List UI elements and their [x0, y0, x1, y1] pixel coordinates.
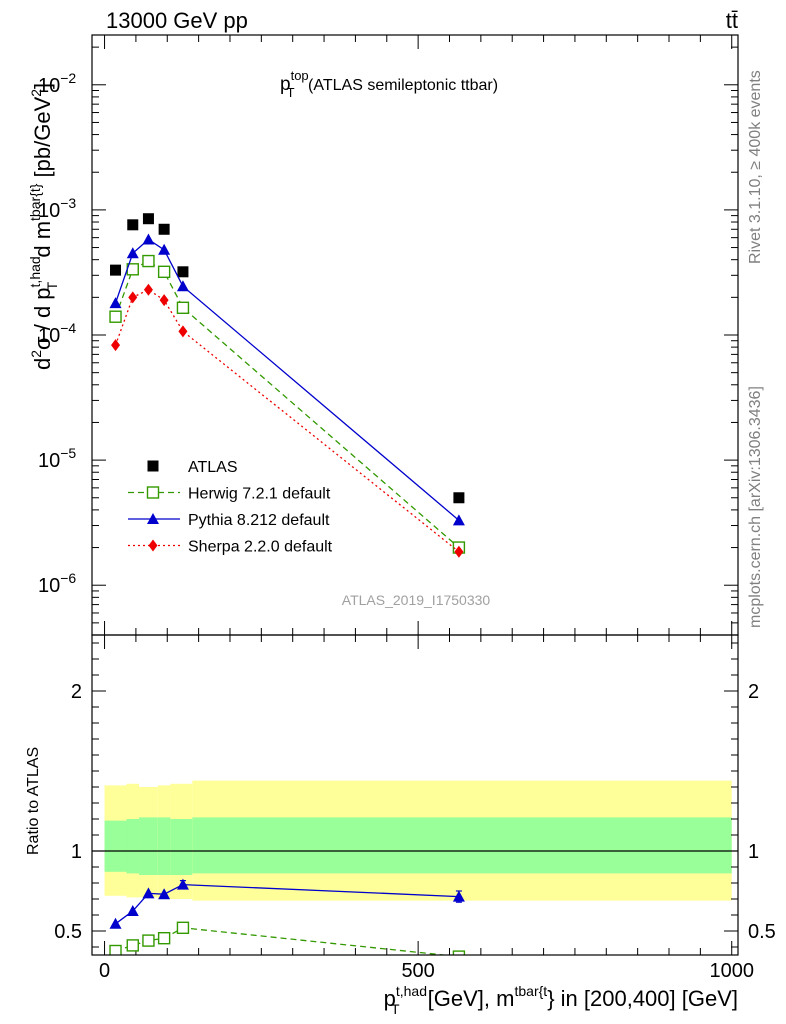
data-point: [143, 283, 153, 296]
data-point: [157, 265, 171, 279]
legend-marker: [146, 486, 160, 499]
legend-item: ATLAS: [147, 459, 238, 476]
data-point: [159, 294, 169, 307]
ratio-point: [157, 932, 171, 945]
inner-band-bin: [104, 820, 127, 872]
ratio-point: [158, 888, 171, 900]
ratio-y-tick-label: 0.5: [54, 921, 82, 943]
data-point: [109, 297, 122, 309]
inner-band-bin: [170, 819, 193, 875]
main-panel: 10−6 10−5 10−4 10−3 10−2 ptop T (ATLAS semile…: [27, 34, 739, 636]
data-point: [176, 301, 190, 314]
x-tick-label: 0: [99, 960, 110, 982]
data-point: [126, 247, 139, 259]
data-point: [128, 291, 138, 304]
data-point: [111, 339, 121, 352]
data-point: [142, 233, 155, 245]
uncertainty-bands: [92, 780, 738, 901]
ratio-y-tick-label-right: 0.5: [748, 921, 776, 943]
ratio-point: [109, 917, 122, 929]
ratio-frame: [91, 634, 739, 956]
y-tick-label: 10−6: [38, 570, 76, 597]
ratio-point: [176, 878, 189, 890]
data-point: [177, 266, 189, 278]
inner-band-bin: [126, 819, 140, 874]
watermark: ATLAS_2019_I1750330: [342, 592, 491, 608]
legend-marker: [147, 460, 159, 472]
ratio-point: [452, 950, 466, 955]
inner-band-bin: [192, 817, 732, 874]
ratio-y-tick-label-right: 2: [748, 681, 759, 703]
ratio-panel: 0.5 0.5 1 1 2 2 0 500 1000 Ratio to ATLAS pt,had…: [25, 634, 776, 1017]
legend-label: Pythia 8.212 default: [188, 512, 330, 529]
ratio-point: [109, 944, 122, 955]
legend-item: Sherpa 2.2.0 default: [128, 539, 333, 556]
legend-item: Herwig 7.2.1 default: [128, 486, 331, 503]
ratio-y-axis-label: Ratio to ATLAS: [25, 747, 42, 855]
collision-label: 13000 GeV pp: [106, 8, 248, 33]
legend: ATLAS Herwig 7.2.1 default Pythia 8.212 de…: [128, 459, 333, 556]
ratio-series-herwig: [109, 921, 466, 955]
data-point: [453, 492, 465, 504]
data-point: [176, 280, 189, 292]
data-point: [109, 310, 122, 323]
legend-marker: [148, 539, 158, 552]
ratio-point: [142, 887, 155, 899]
x-tick-label: 1000: [709, 960, 754, 982]
ratio-y-tick-label: 1: [71, 841, 82, 863]
data-point: [127, 219, 139, 231]
data-point: [454, 545, 464, 558]
x-tick-label: 500: [401, 960, 434, 982]
data-point: [158, 243, 171, 255]
rivet-label: Rivet 3.1.10, ≥ 400k events: [747, 70, 764, 264]
y-tick-label: 10−3: [38, 195, 76, 222]
y-axis-label: d2σ / d pt,hadT d mtbar{t} [pb/GeV2]: [27, 83, 60, 370]
legend-label: ATLAS: [188, 459, 238, 476]
series-sherpa: [111, 283, 464, 558]
legend-item: Pythia 8.212 default: [128, 512, 330, 529]
inner-band-bin: [139, 817, 158, 875]
data-point: [110, 264, 122, 276]
plot-title: ptop T (ATLAS semileptonic ttbar): [280, 68, 498, 100]
y-tick-label: 10−5: [38, 445, 76, 472]
main-series: [109, 213, 466, 558]
y-tick-label: 10−2: [38, 70, 76, 97]
ratio-point: [126, 905, 139, 916]
ratio-y-tick-label-right: 1: [748, 841, 759, 863]
data-point: [158, 223, 170, 235]
data-point: [142, 254, 155, 268]
legend-label: Sherpa 2.2.0 default: [188, 539, 333, 556]
main-ticks: 10−6 10−5 10−4 10−3 10−2: [38, 35, 738, 636]
ratio-point: [142, 934, 155, 947]
y-tick-label: 10−4: [38, 320, 76, 347]
inner-band-bin: [157, 817, 171, 875]
series-atlas: [110, 213, 465, 504]
series-line: [114, 260, 460, 549]
ratio-series-pythia: [109, 878, 465, 929]
ratio-point: [452, 890, 465, 902]
legend-marker: [147, 513, 159, 524]
x-axis-label: pt,had T [GeV], mtbar{t} in [200,400] [Ge…: [384, 983, 738, 1017]
ratio-y-tick-label: 2: [71, 681, 82, 703]
legend-label: Herwig 7.2.1 default: [188, 486, 331, 503]
series-pythia: [109, 233, 465, 526]
data-point: [452, 514, 465, 526]
process-label: tt̄: [726, 8, 738, 33]
series-herwig: [109, 254, 466, 554]
data-point: [178, 325, 188, 338]
data-point: [142, 213, 154, 225]
ratio-point: [176, 921, 190, 934]
series-line: [114, 238, 460, 521]
mcplots-label: mcplots.cern.ch [arXiv:1306.3436]: [747, 386, 764, 628]
ratio-point: [126, 939, 139, 952]
ratio-series: [109, 878, 466, 955]
